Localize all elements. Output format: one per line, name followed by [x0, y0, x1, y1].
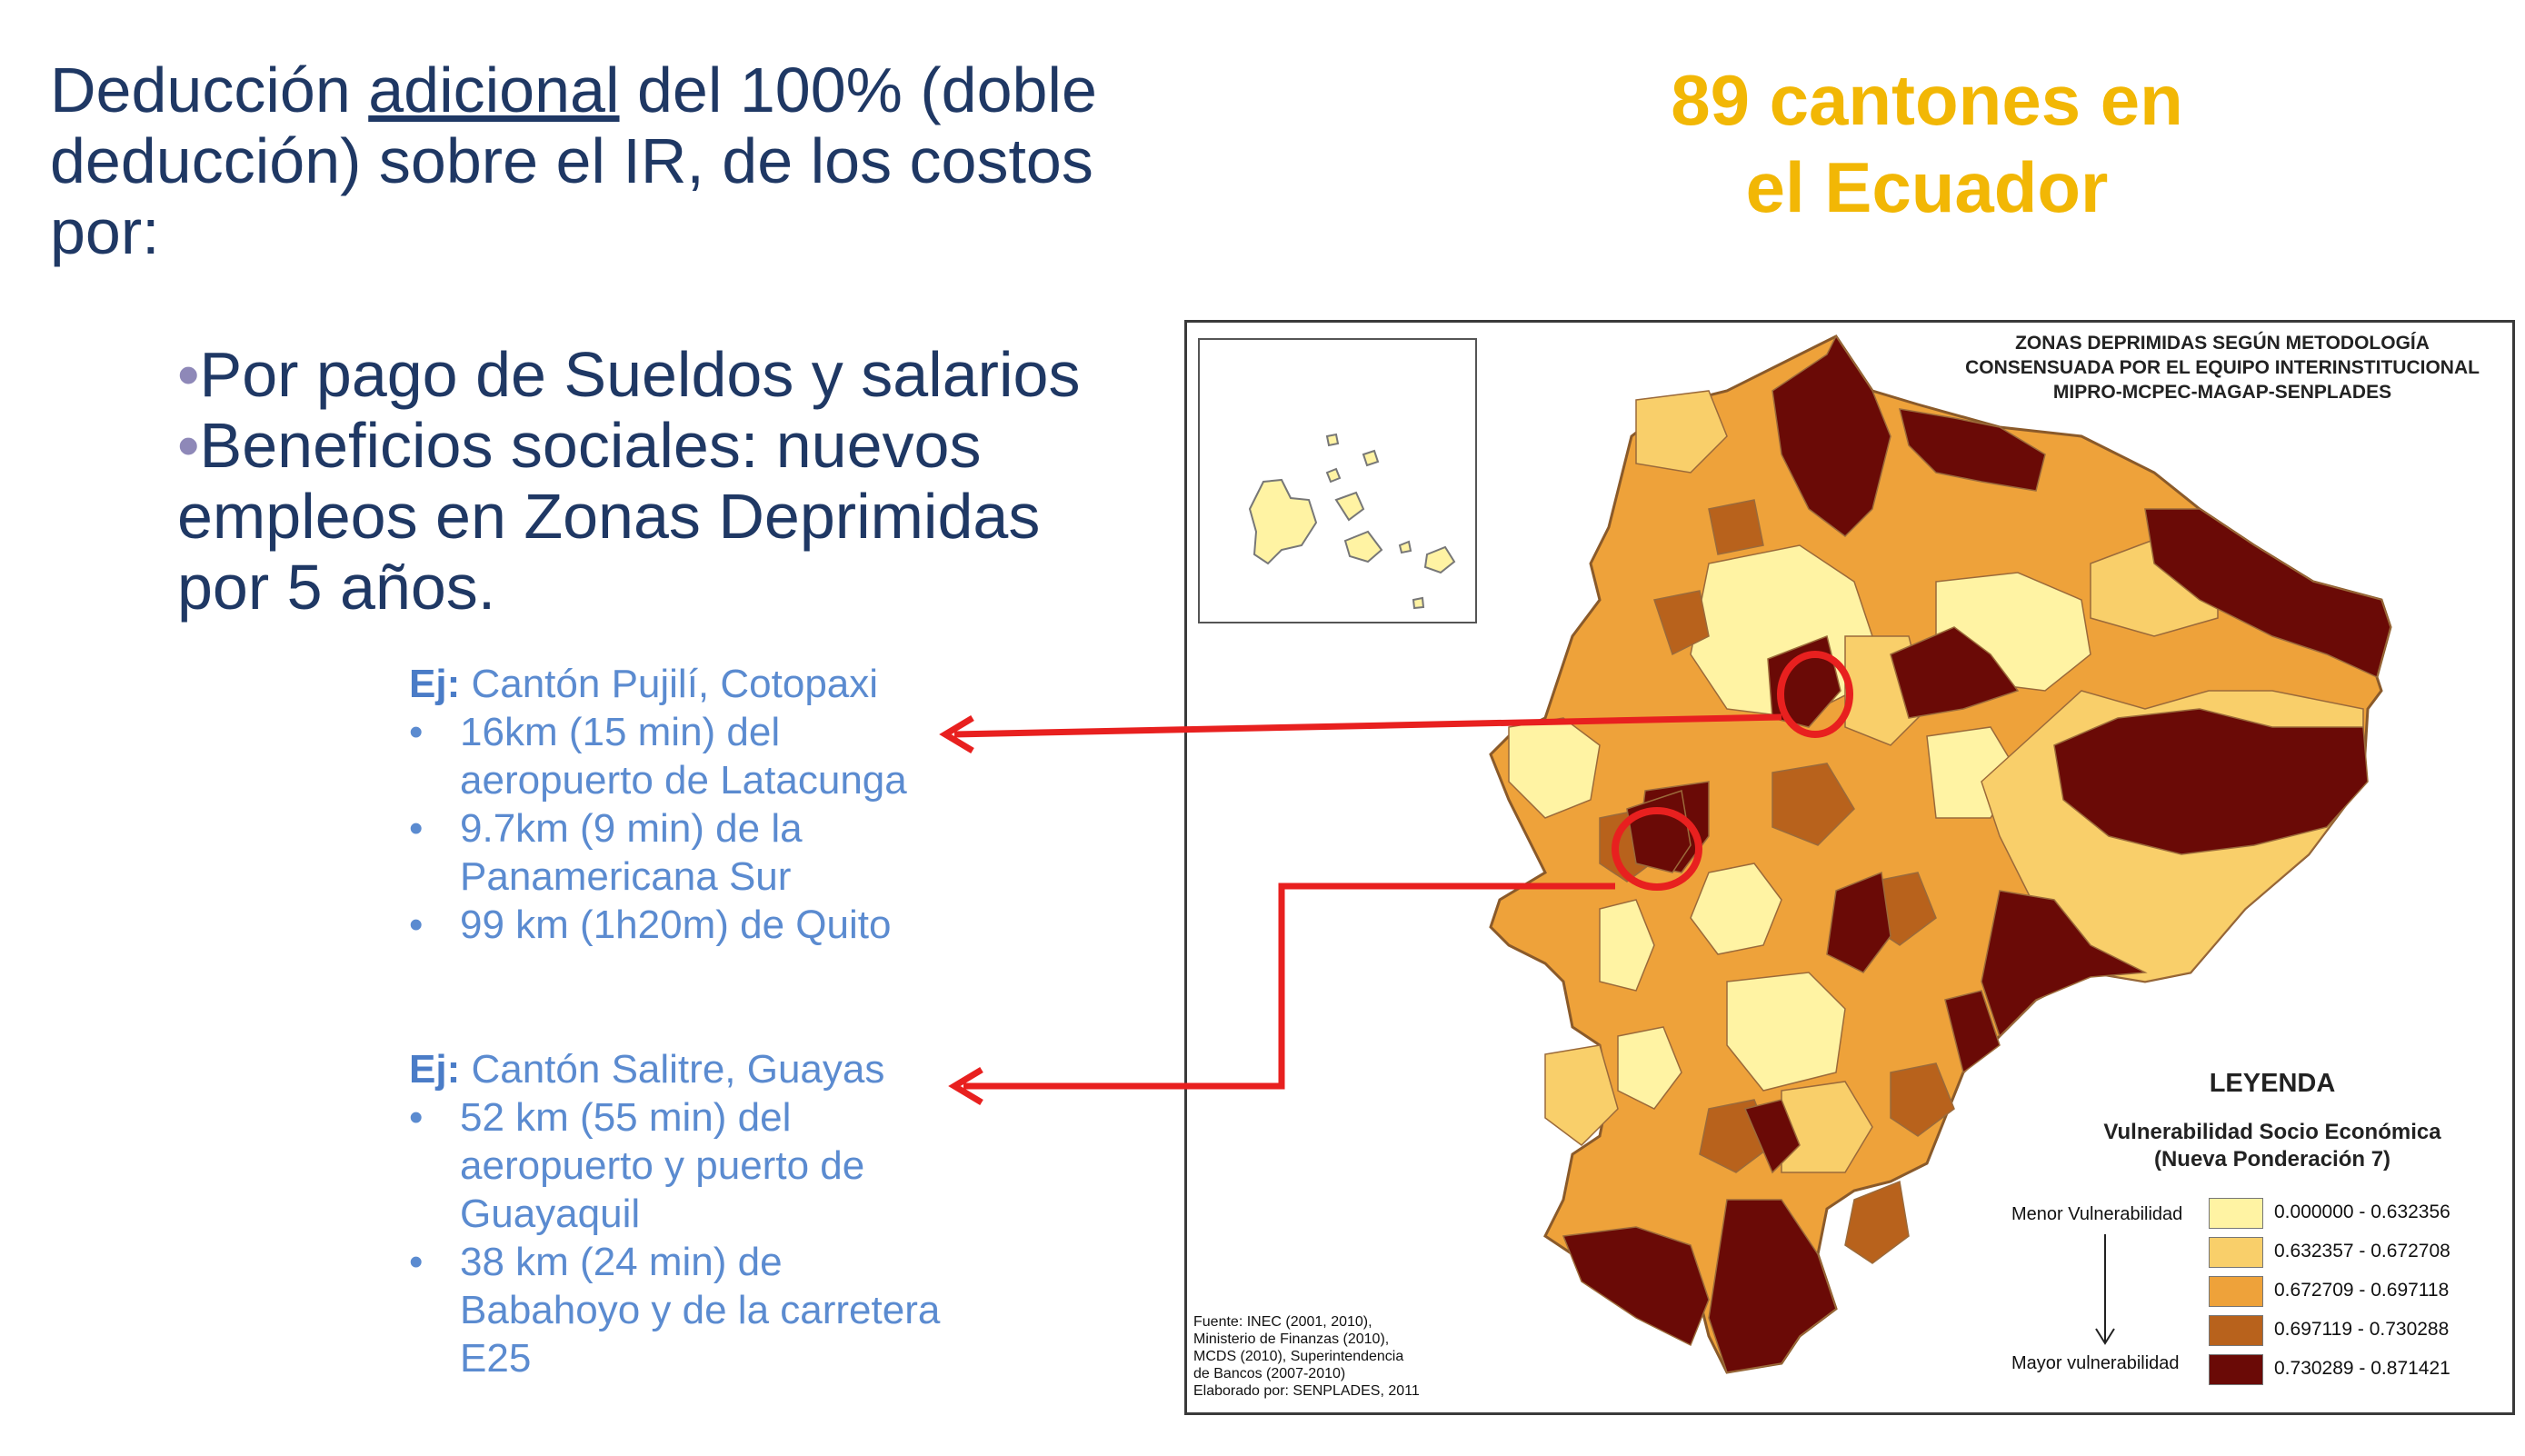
highlight-circle-pujili	[1777, 651, 1853, 738]
example-prefix: Ej:	[409, 1047, 461, 1092]
bullet-list: •Por pago de Sueldos y salarios •Benefic…	[177, 339, 1177, 623]
legend-row: 0.730289 - 0.871421	[2209, 1354, 2509, 1385]
source-line: Ministerio de Finanzas (2010),	[1193, 1331, 1390, 1347]
map-title-line: CONSENSUADA POR EL EQUIPO INTERINSTITUCI…	[1965, 357, 2480, 378]
headline-line2: el Ecuador	[1745, 147, 2109, 227]
map-title-line: MIPRO-MCPEC-MAGAP-SENPLADES	[2052, 382, 2392, 403]
legend-menor-label: Menor Vulnerabilidad	[2011, 1204, 2183, 1224]
bullet-text: Beneficios sociales: nuevos empleos en Z…	[177, 410, 1041, 623]
legend-row: 0.632357 - 0.672708	[2209, 1237, 2509, 1268]
example-item: 9.7km (9 min) de la Panamericana Sur	[409, 804, 954, 901]
legend-swatch	[2209, 1198, 2263, 1229]
legend-label: 0.730289 - 0.871421	[2274, 1358, 2450, 1379]
example-prefix: Ej:	[409, 662, 461, 706]
legend-arrow	[2095, 1234, 2115, 1345]
bullet-item: •Beneficios sociales: nuevos empleos en …	[177, 410, 1132, 623]
legend-row: 0.000000 - 0.632356	[2209, 1198, 2509, 1229]
galapagos-inset	[1198, 338, 1477, 623]
intro-text: Deducción adicional del 100% (doble dedu…	[50, 55, 1186, 267]
bullet-dot: •	[177, 339, 200, 410]
headline: 89 cantones en el Ecuador	[1600, 56, 2254, 231]
source-line: de Bancos (2007-2010)	[1193, 1366, 1346, 1381]
example-list: 52 km (55 min) del aeropuerto y puerto d…	[409, 1093, 954, 1382]
map-title: ZONAS DEPRIMIDAS SEGÚN METODOLOGÍA CONSE…	[1950, 331, 2495, 404]
source-line: MCDS (2010), Superintendencia	[1193, 1349, 1404, 1364]
source-line: Fuente: INEC (2001, 2010),	[1193, 1314, 1372, 1330]
legend-subtitle-line: (Nueva Ponderación 7)	[2153, 1147, 2391, 1172]
map-source: Fuente: INEC (2001, 2010), Ministerio de…	[1193, 1313, 1493, 1400]
intro-part2: del 100% (doble deducción) sobre el IR, …	[50, 55, 1097, 267]
galapagos-islands	[1248, 433, 1456, 610]
example-heading: Ej: Cantón Pujilí, Cotopaxi	[409, 660, 954, 708]
example-item: 52 km (55 min) del aeropuerto y puerto d…	[409, 1093, 954, 1238]
bullet-text: Por pago de Sueldos y salarios	[199, 339, 1081, 410]
example-list: 16km (15 min) del aeropuerto de Latacung…	[409, 708, 954, 949]
example-heading: Ej: Cantón Salitre, Guayas	[409, 1045, 954, 1093]
example-title: Cantón Salitre, Guayas	[460, 1047, 885, 1092]
legend-label: 0.672709 - 0.697118	[2274, 1280, 2450, 1301]
headline-line1: 89 cantones en	[1671, 60, 2183, 140]
canton-zones	[1508, 334, 2391, 1373]
arrow-salitre	[948, 883, 1615, 1106]
legend-swatch	[2209, 1276, 2263, 1307]
bullet-dot: •	[177, 410, 200, 481]
intro-part1: Deducción	[50, 55, 369, 125]
legend-subtitle-line: Vulnerabilidad Socio Económica	[2103, 1120, 2441, 1144]
legend-swatch	[2209, 1237, 2263, 1268]
map-title-line: ZONAS DEPRIMIDAS SEGÚN METODOLOGÍA	[2015, 333, 2430, 354]
highlight-circle-salitre	[1612, 807, 1702, 891]
arrow-pujili	[939, 713, 1782, 754]
legend-label: 0.000000 - 0.632356	[2274, 1202, 2450, 1222]
example-item: 99 km (1h20m) de Quito	[409, 901, 954, 949]
legend-row: 0.697119 - 0.730288	[2209, 1315, 2509, 1346]
legend-mayor-label: Mayor vulnerabilidad	[2011, 1353, 2180, 1373]
legend-label: 0.697119 - 0.730288	[2274, 1319, 2450, 1340]
example-item: 38 km (24 min) de Babahoyo y de la carre…	[409, 1238, 954, 1382]
bullet-item: •Por pago de Sueldos y salarios	[177, 339, 1177, 410]
legend-title: LEYENDA	[2209, 1069, 2336, 1098]
example-salitre: Ej: Cantón Salitre, Guayas 52 km (55 min…	[409, 1045, 954, 1382]
legend-swatch	[2209, 1315, 2263, 1346]
example-item: 16km (15 min) del aeropuerto de Latacung…	[409, 708, 954, 804]
legend-swatch	[2209, 1354, 2263, 1385]
example-title: Cantón Pujilí, Cotopaxi	[460, 662, 879, 706]
example-pujili: Ej: Cantón Pujilí, Cotopaxi 16km (15 min…	[409, 660, 954, 949]
legend-row: 0.672709 - 0.697118	[2209, 1276, 2509, 1307]
intro-underlined: adicional	[368, 55, 620, 125]
legend-label: 0.632357 - 0.672708	[2274, 1241, 2450, 1262]
source-line: Elaborado por: SENPLADES, 2011	[1193, 1383, 1420, 1399]
legend-subtitle: Vulnerabilidad Socio Económica (Nueva Po…	[2054, 1119, 2490, 1173]
